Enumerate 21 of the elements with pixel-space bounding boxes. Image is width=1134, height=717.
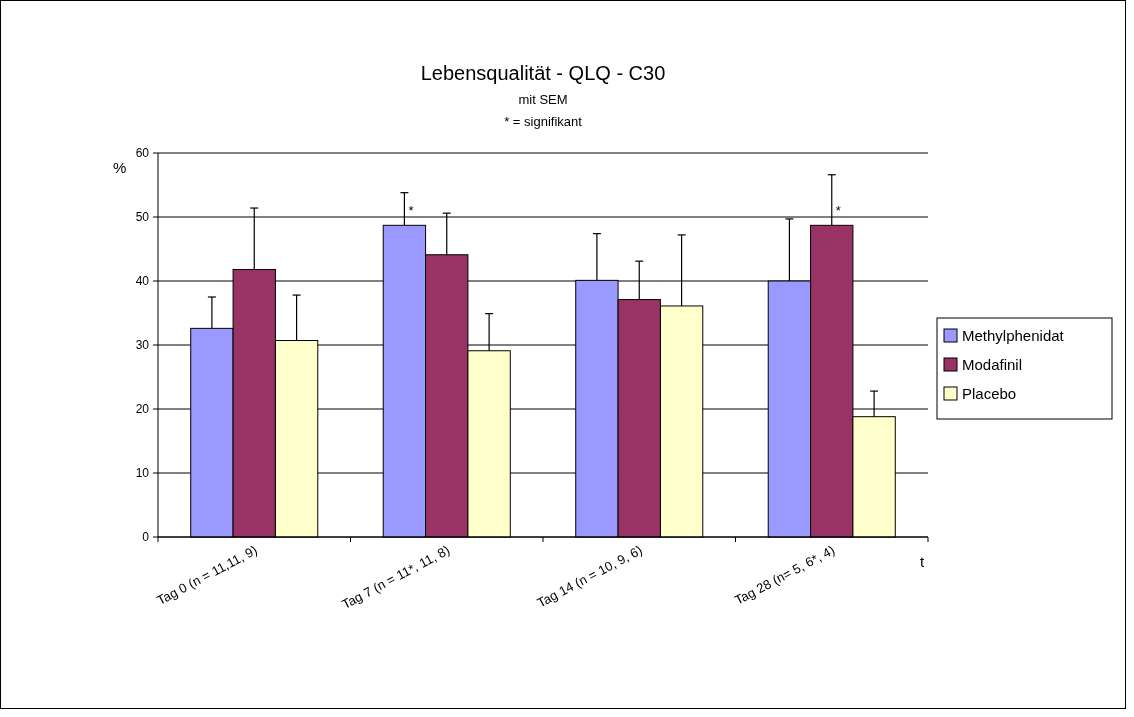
y-tick-label: 0	[142, 530, 150, 544]
y-tick-label: 10	[135, 466, 150, 480]
y-tick-label: 40	[135, 274, 150, 288]
x-tick-label: Tag 0 (n = 11,11, 9)	[154, 542, 260, 608]
text: * = signifikant	[504, 114, 583, 129]
annotation: *	[835, 203, 841, 219]
chart-title: Lebensqualität - QLQ - C30	[420, 62, 666, 84]
x-tick-label: Tag 28 (n= 5, 6*, 4)	[732, 542, 838, 608]
y-tick-label: 60	[135, 146, 150, 160]
x-tick-label: Tag 7 (n = 11*, 11, 8)	[339, 542, 453, 612]
y-axis-title: %	[113, 159, 127, 176]
y-tick-label: 20	[135, 402, 150, 416]
y-tick-label: 50	[135, 210, 150, 224]
x-axis-title: t	[920, 553, 925, 570]
chart-subtitle: mit SEM	[518, 92, 568, 107]
legend-label: Modafinil	[962, 356, 1023, 373]
legend-label: Methylphenidat	[962, 327, 1065, 344]
y-tick-label: 30	[135, 338, 150, 352]
legend-label: Placebo	[962, 385, 1017, 402]
annotation: *	[408, 203, 414, 219]
x-tick-label: Tag 14 (n = 10, 9, 6)	[534, 542, 645, 611]
